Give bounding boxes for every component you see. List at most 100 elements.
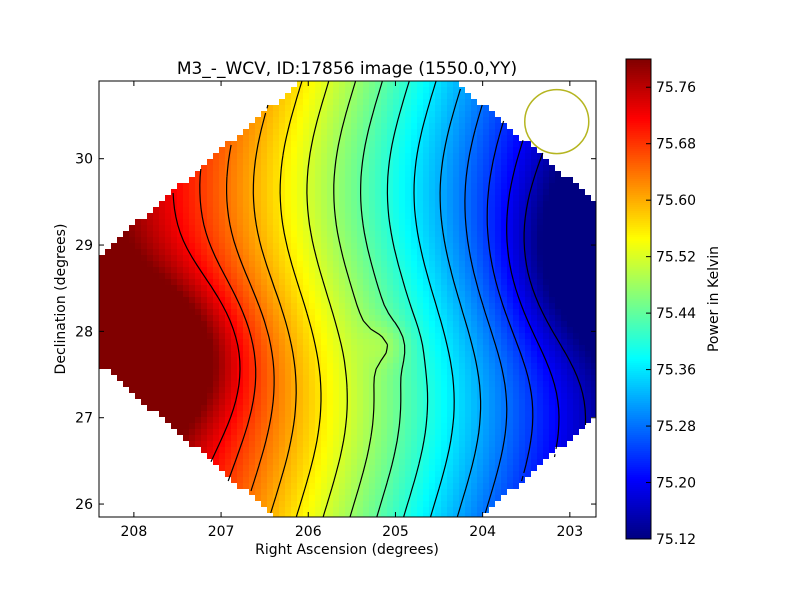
heat-cell [573,183,579,189]
heat-cell [363,159,369,165]
heat-cell [429,147,435,153]
heat-cell [573,321,579,327]
heat-cell [387,513,393,519]
heat-cell [291,315,297,321]
heat-cell [453,489,459,495]
heat-cell [231,171,237,177]
heat-cell [315,339,321,345]
heat-cell [327,273,333,279]
heat-cell [579,309,585,315]
heat-cell [231,423,237,429]
heat-cell [369,189,375,195]
heat-cell [147,291,153,297]
heat-cell [471,291,477,297]
heat-cell [381,453,387,459]
heat-cell [555,351,561,357]
heat-cell [189,315,195,321]
heat-cell [129,237,135,243]
heat-cell [543,417,549,423]
heat-cell [375,483,381,489]
heat-cell [483,375,489,381]
heat-cell [387,327,393,333]
heat-cell [579,237,585,243]
heat-cell [585,327,591,333]
heat-cell [567,321,573,327]
heat-cell [483,147,489,153]
heat-cell [393,213,399,219]
heat-cell [363,375,369,381]
heat-cell [465,111,471,117]
heat-cell [183,213,189,219]
heat-cell [189,339,195,345]
heat-cell [351,207,357,213]
heat-cell [351,141,357,147]
heat-cell [447,339,453,345]
heat-cell [213,333,219,339]
heat-cell [255,387,261,393]
heat-cell [321,453,327,459]
heat-cell [159,315,165,321]
heat-cell [327,465,333,471]
heat-cell [243,357,249,363]
heat-cell [585,309,591,315]
heat-cell [417,99,423,105]
heat-cell [441,363,447,369]
heat-cell [471,219,477,225]
heat-cell [513,135,519,141]
heat-cell [489,219,495,225]
colorbar-segment [626,337,651,339]
heat-cell [543,225,549,231]
heat-cell [237,327,243,333]
heat-cell [483,255,489,261]
colorbar-segment [626,205,651,207]
heat-cell [309,387,315,393]
heat-cell [387,273,393,279]
heat-cell [405,261,411,267]
heat-cell [231,141,237,147]
heat-cell [363,435,369,441]
heat-cell [465,93,471,99]
heat-cell [471,369,477,375]
heat-cell [309,357,315,363]
heat-cell [261,219,267,225]
heat-cell [525,327,531,333]
heat-cell [225,327,231,333]
heat-cell [207,441,213,447]
heat-cell [279,375,285,381]
heat-cell [303,225,309,231]
heat-cell [327,405,333,411]
colorbar-segment [626,373,651,375]
heat-cell [99,303,105,309]
heat-cell [411,357,417,363]
heat-cell [351,105,357,111]
heat-cell [303,141,309,147]
heat-cell [261,333,267,339]
heat-cell [405,453,411,459]
heat-cell [363,177,369,183]
heat-cell [261,165,267,171]
heat-cell [285,315,291,321]
heat-cell [327,141,333,147]
heat-cell [135,291,141,297]
heat-cell [135,255,141,261]
heat-cell [129,387,135,393]
heat-cell [201,315,207,321]
heat-cell [357,153,363,159]
heat-cell [471,321,477,327]
heat-cell [315,321,321,327]
heat-cell [273,411,279,417]
heat-cell [477,459,483,465]
heat-cell [537,255,543,261]
colorbar-segment [626,217,651,219]
heat-cell [339,417,345,423]
heat-cell [507,441,513,447]
heat-cell [423,483,429,489]
heat-cell [399,201,405,207]
heat-cell [477,135,483,141]
heat-cell [273,465,279,471]
heat-cell [567,327,573,333]
heat-cell [243,399,249,405]
heat-cell [537,243,543,249]
heat-cell [513,237,519,243]
heat-cell [441,357,447,363]
